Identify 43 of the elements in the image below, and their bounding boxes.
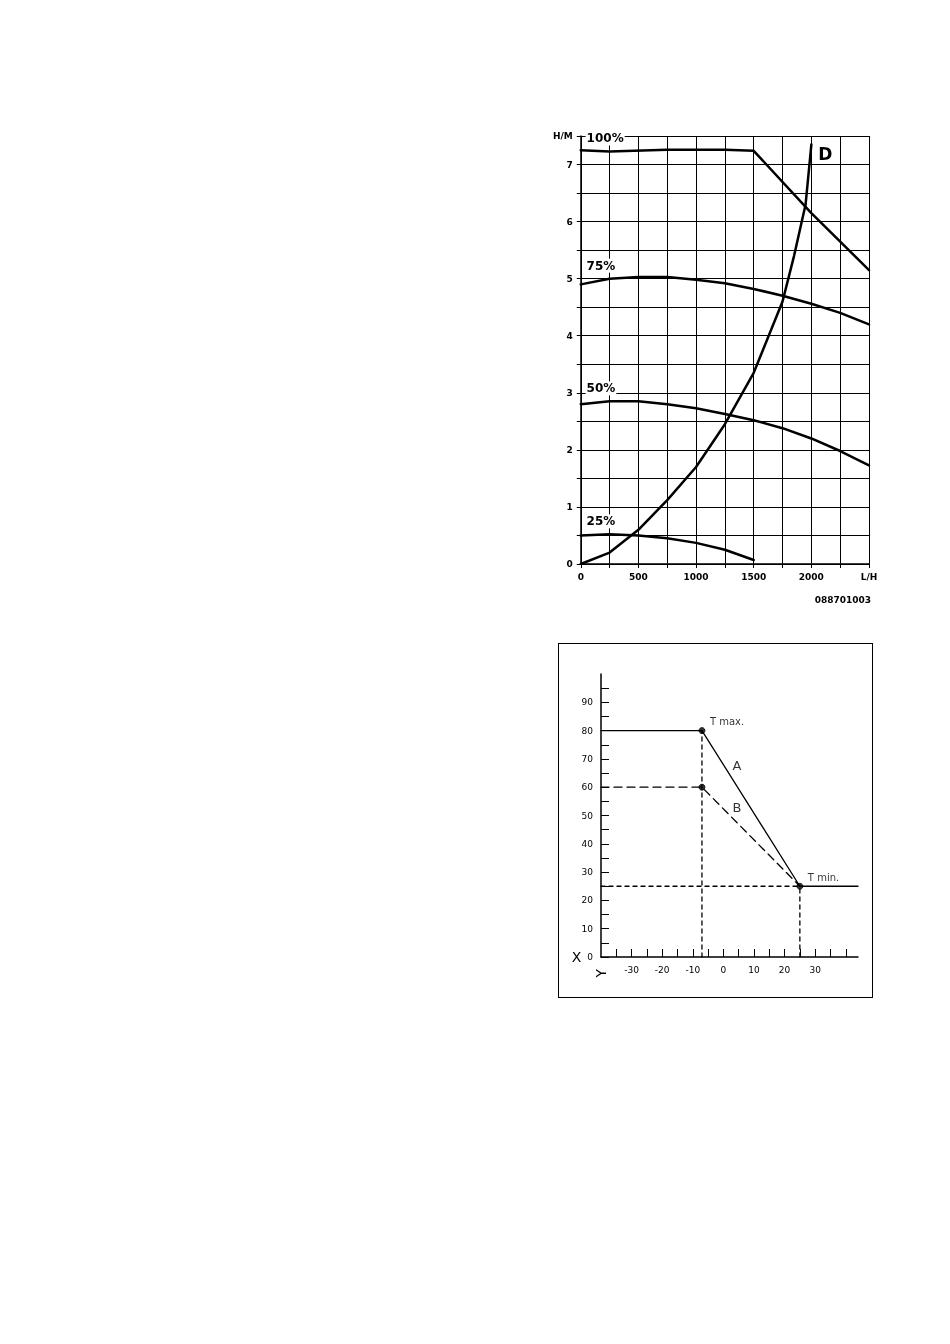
annotation: T min. [806,871,840,883]
y-tick-label: 0 [566,559,573,569]
series-label: 75% [586,258,616,273]
x-axis-title: X [571,949,582,965]
x-tick-label: -20 [654,964,670,975]
annotation: T max. [708,716,745,728]
y-tick-label: 20 [581,895,594,906]
y-axis-title: Y [593,968,609,979]
x-tick-label: -10 [685,964,701,975]
y-tick-label: 10 [581,923,594,934]
series-label: 25% [586,514,616,529]
y-tick-label: 70 [581,753,594,764]
y-tick-label: 6 [566,216,573,227]
y-tick-label: H/M [552,131,573,141]
series-label: D [818,144,833,165]
y-tick-label: 30 [581,867,594,878]
y-tick-label: 1 [566,501,573,512]
y-tick-label: 7 [566,159,573,170]
y-tick-label: 4 [566,330,573,341]
y-tick-label: 60 [581,782,594,793]
y-tick-label: 90 [581,697,594,708]
x-tick-label: 0 [720,964,727,975]
y-tick-label: 80 [581,725,594,736]
x-tick-label: 1500 [741,571,767,582]
x-tick-label: 20 [778,964,791,975]
x-tick-label: 10 [748,964,760,975]
y-tick-label: 50 [581,810,594,821]
y-tick-label: 40 [581,838,594,849]
series-label: 50% [586,381,616,396]
y-tick-label: 5 [566,273,573,284]
x-tick-label: L/H [860,571,878,582]
x-tick-label: 1000 [683,571,709,582]
series-label: B [732,799,742,815]
series-label: A [732,757,742,773]
series-label: 100% [586,131,624,146]
y-tick-label: 3 [566,387,573,398]
x-tick-label: 30 [809,964,822,975]
x-tick-label: -30 [624,964,640,975]
y-tick-label: 0 [587,952,594,962]
y-tick-label: 2 [566,444,573,455]
text: 088701003 [814,594,872,605]
x-tick-label: 500 [629,571,648,582]
x-tick-label: 2000 [798,571,824,582]
